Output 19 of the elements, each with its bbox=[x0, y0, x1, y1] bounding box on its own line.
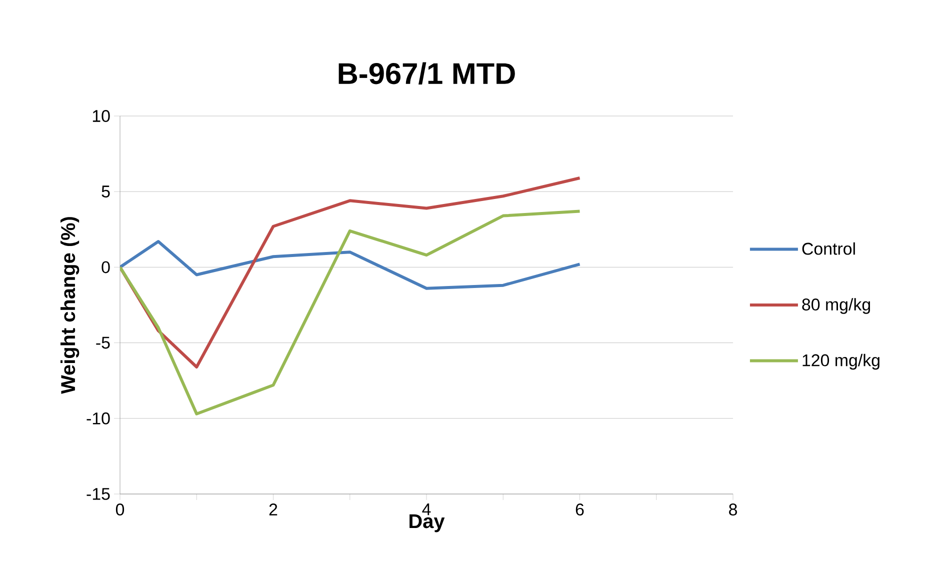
x-tick-label: 0 bbox=[116, 504, 124, 516]
x-tick-label: 6 bbox=[576, 504, 584, 516]
x-tick-label: 2 bbox=[269, 504, 278, 516]
x-axis-title: Day bbox=[410, 514, 445, 532]
line-series bbox=[120, 210, 582, 416]
legend-label: 120 mg/kg bbox=[802, 354, 880, 370]
y-axis-title: Weight change (%) bbox=[60, 217, 80, 394]
legend-label: 80 mg/kg bbox=[802, 298, 870, 314]
legend-label: Control bbox=[802, 242, 855, 255]
x-tick-label: 4 bbox=[422, 504, 431, 516]
chart-title: B-967/1 MTD bbox=[338, 62, 515, 84]
y-tick-label: 10 bbox=[92, 110, 110, 122]
y-tick-label: 0 bbox=[102, 261, 110, 274]
y-tick-label: -10 bbox=[86, 412, 110, 424]
x-tick-label: 8 bbox=[729, 504, 737, 516]
y-tick-label: -5 bbox=[96, 336, 110, 349]
y-tick-label: -15 bbox=[86, 488, 110, 500]
y-tick-label: 5 bbox=[102, 186, 110, 198]
line-series bbox=[120, 240, 582, 290]
